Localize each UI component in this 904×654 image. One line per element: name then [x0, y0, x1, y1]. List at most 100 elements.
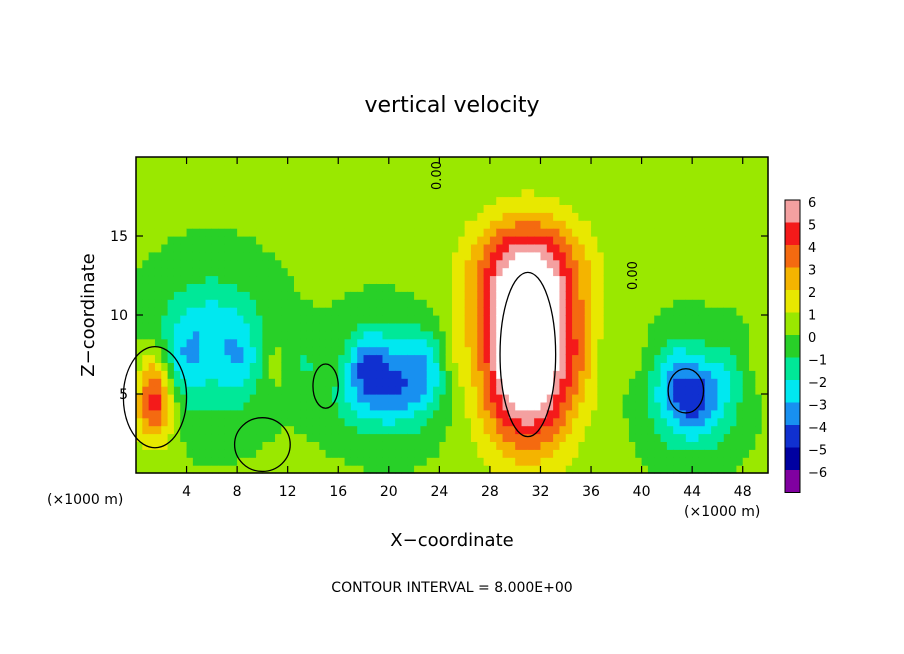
heatmap-cell: [433, 228, 440, 237]
heatmap-cell: [237, 370, 245, 379]
heatmap-cell: [344, 291, 352, 300]
heatmap-cell: [142, 307, 150, 316]
heatmap-cell: [628, 243, 636, 253]
heatmap-cell: [268, 267, 276, 277]
heatmap-cell: [496, 157, 504, 166]
heatmap-cell: [249, 441, 257, 450]
heatmap-cell: [559, 449, 567, 458]
heatmap-cell: [470, 228, 478, 237]
heatmap-cell: [578, 236, 586, 245]
heatmap-cell: [565, 417, 573, 427]
heatmap-cell: [319, 243, 327, 253]
heatmap-cell: [730, 299, 737, 308]
heatmap-cell: [673, 346, 681, 356]
heatmap-cell: [167, 196, 175, 205]
heatmap-cell: [489, 322, 497, 332]
heatmap-cell: [173, 409, 181, 419]
heatmap-cell: [572, 370, 579, 379]
heatmap-cell: [736, 188, 744, 198]
heatmap-cell: [211, 433, 219, 442]
heatmap-cell: [641, 164, 649, 174]
heatmap-cell: [426, 204, 434, 213]
heatmap-cell: [527, 220, 535, 229]
heatmap-cell: [319, 322, 327, 332]
heatmap-cell: [180, 441, 188, 450]
heatmap-cell: [173, 394, 181, 403]
heatmap-cell: [685, 362, 693, 371]
colorbar-label: −1: [808, 354, 827, 369]
heatmap-cell: [717, 307, 725, 316]
x-tick-label: 48: [734, 484, 752, 500]
contour-small-b: [667, 368, 705, 414]
heatmap-cell: [515, 172, 523, 182]
heatmap-cell: [136, 275, 143, 284]
colorbar-frame: [784, 199, 801, 493]
heatmap-cell: [698, 228, 706, 237]
heatmap-cell: [237, 465, 245, 474]
heatmap-cell: [730, 401, 737, 411]
heatmap-cell: [230, 307, 238, 316]
heatmap-cell: [369, 354, 377, 363]
heatmap-cell: [723, 267, 731, 277]
heatmap-cell: [414, 251, 421, 261]
x-axis-label: X−coordinate: [390, 530, 513, 551]
heatmap-cell: [692, 338, 700, 348]
heatmap-cell: [142, 346, 150, 356]
heatmap-cell: [388, 362, 396, 371]
colorbar-swatch: [785, 380, 800, 403]
heatmap-cell: [256, 299, 263, 308]
heatmap-cell: [692, 299, 700, 308]
heatmap-cell: [578, 315, 586, 324]
heatmap-cell: [749, 425, 756, 435]
heatmap-cell: [515, 465, 523, 474]
heatmap-cell: [268, 409, 276, 419]
heatmap-cell: [433, 180, 440, 190]
heatmap-cell: [395, 157, 403, 166]
heatmap-cell: [685, 236, 693, 245]
heatmap-cell: [230, 425, 238, 435]
heatmap-cell: [414, 378, 421, 387]
heatmap-cell: [319, 164, 327, 174]
heatmap-cell: [319, 315, 327, 324]
heatmap-cell: [496, 386, 504, 395]
heatmap-cell: [237, 307, 245, 316]
heatmap-cell: [635, 251, 643, 261]
heatmap-cell: [660, 251, 668, 261]
heatmap-cell: [761, 433, 769, 442]
heatmap-cell: [597, 433, 605, 442]
heatmap-cell: [331, 299, 339, 308]
heatmap-cell: [515, 401, 523, 411]
heatmap-cell: [433, 354, 440, 363]
heatmap-cell: [205, 338, 213, 348]
heatmap-cell: [730, 378, 737, 387]
heatmap-cell: [616, 417, 624, 427]
heatmap-cell: [199, 267, 207, 277]
heatmap-cell: [616, 259, 624, 269]
heatmap-cell: [395, 346, 403, 356]
heatmap-cell: [521, 417, 529, 427]
heatmap-cell: [224, 330, 232, 340]
heatmap-cell: [565, 330, 573, 340]
heatmap-cell: [546, 291, 554, 300]
heatmap-cell: [591, 386, 598, 395]
heatmap-cell: [357, 157, 365, 166]
heatmap-cell: [287, 449, 295, 458]
heatmap-cell: [161, 362, 169, 371]
heatmap-cell: [256, 330, 263, 340]
heatmap-cell: [199, 370, 207, 379]
heatmap-cell: [420, 338, 428, 348]
heatmap-cell: [439, 180, 447, 190]
heatmap-cell: [635, 164, 643, 174]
heatmap-cell: [344, 157, 352, 166]
heatmap-cell: [319, 401, 327, 411]
heatmap-cell: [306, 457, 314, 466]
heatmap-cell: [186, 465, 194, 474]
heatmap-cell: [502, 425, 510, 435]
heatmap-cell: [344, 243, 352, 253]
heatmap-cell: [211, 220, 219, 229]
heatmap-cell: [578, 172, 586, 182]
heatmap-cell: [199, 338, 207, 348]
heatmap-cell: [635, 283, 643, 292]
heatmap-cell: [420, 180, 428, 190]
heatmap-cell: [685, 457, 693, 466]
